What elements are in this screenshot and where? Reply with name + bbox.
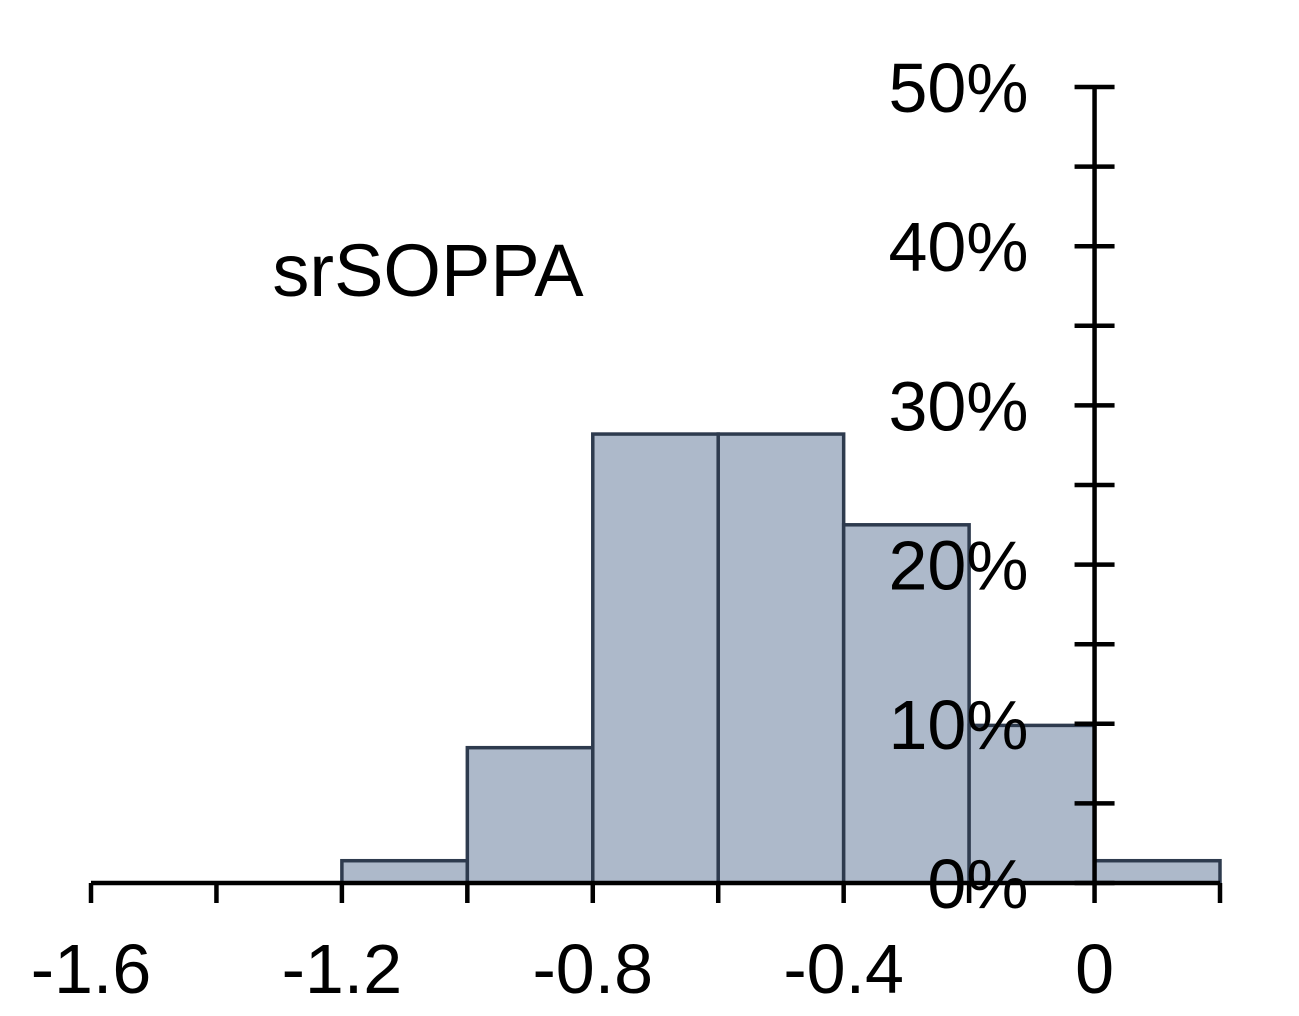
- bars-group: [340, 432, 1222, 885]
- y-tick-label: 10%: [888, 686, 1028, 764]
- x-tick-label: -0.4: [783, 930, 904, 1008]
- chart-title: srSOPPA: [272, 229, 584, 312]
- y-tick-label: 40%: [888, 208, 1028, 286]
- histogram-bar-5: [716, 432, 846, 885]
- histogram-bar-8: [1092, 858, 1222, 885]
- histogram-bar-4: [591, 432, 720, 885]
- labels-group: -1.6 -1.2 -0.8 -0.4 0 0% 10% 20% 30% 40% 50% srSOPP…: [31, 49, 1114, 1008]
- histogram-bar-2: [340, 858, 470, 885]
- y-tick-label: 20%: [888, 527, 1028, 605]
- x-tick-label: -1.6: [31, 930, 152, 1008]
- histogram-bar-6: [841, 523, 971, 885]
- y-tick-label: 30%: [888, 367, 1028, 445]
- histogram-bar-7: [967, 723, 1097, 885]
- x-tick-label: 0: [1075, 930, 1114, 1008]
- y-tick-label: 50%: [888, 49, 1028, 127]
- x-tick-label: -1.2: [282, 930, 403, 1008]
- axes-group: [88, 84, 1223, 903]
- x-tick-label: -0.8: [532, 930, 653, 1008]
- histogram-bar-3: [465, 745, 595, 885]
- y-tick-label: 0%: [927, 845, 1028, 923]
